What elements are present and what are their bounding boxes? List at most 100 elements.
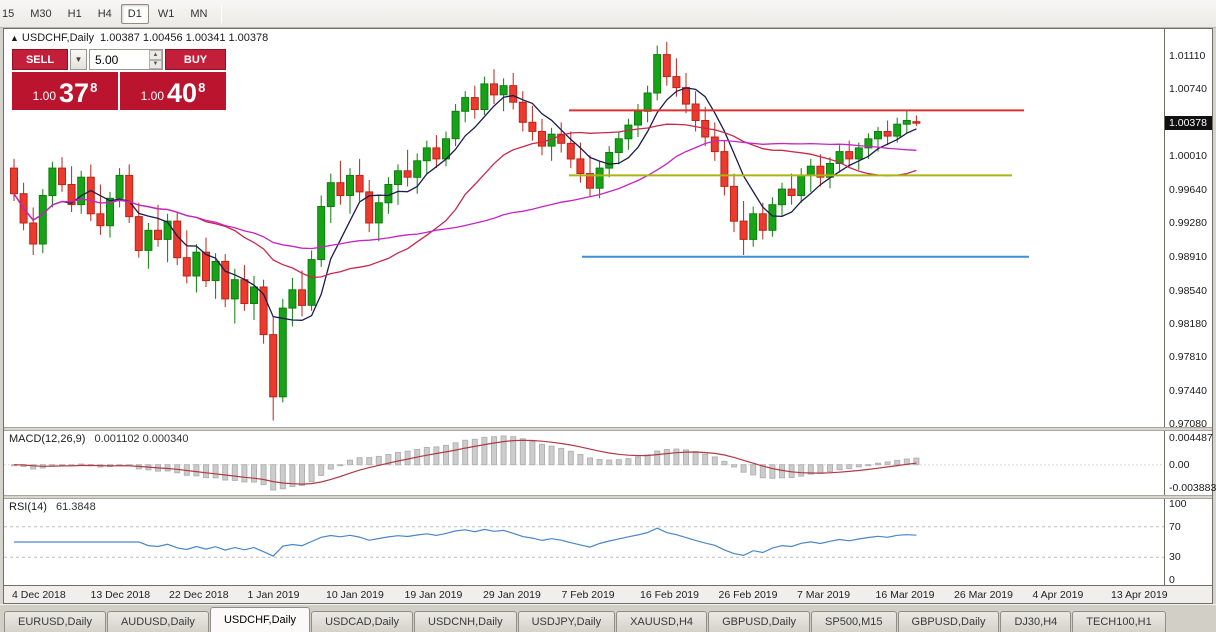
- candle: [86, 176, 95, 215]
- candle: [221, 260, 230, 300]
- macd-chart[interactable]: [4, 431, 1164, 495]
- macd-scale-label: -0.003883: [1169, 482, 1216, 494]
- rsi-scale-label: 70: [1169, 520, 1181, 533]
- candle: [106, 197, 114, 227]
- chart-symbol-label: USDCHF,Daily: [21, 32, 95, 44]
- chart-tab[interactable]: EURUSD,Daily: [4, 611, 106, 632]
- macd-bar: [548, 445, 555, 466]
- rsi-scale[interactable]: 100 70 30 0: [1165, 498, 1212, 586]
- macd-bar: [337, 464, 344, 467]
- date-label: 19 Jan 2019: [404, 589, 463, 601]
- macd-bar: [836, 464, 843, 471]
- volume-input[interactable]: [90, 50, 144, 69]
- macd-bar: [347, 459, 353, 466]
- timeframe-toolbar: 15 M30 H1 H4 D1 W1 MN: [0, 0, 1216, 28]
- candle: [144, 229, 153, 251]
- macd-bar: [510, 436, 517, 466]
- candle: [490, 83, 498, 96]
- price-scale-label: 1.00740: [1169, 83, 1207, 96]
- candle: [691, 103, 700, 121]
- candle: [586, 173, 594, 189]
- chart-tab[interactable]: USDCNH,Daily: [414, 611, 517, 632]
- macd-bar: [433, 446, 440, 466]
- macd-bar: [807, 464, 814, 475]
- chart-tab[interactable]: DJ30,H4: [1000, 611, 1072, 632]
- pane-splitter[interactable]: [4, 495, 1212, 499]
- macd-bar: [596, 459, 603, 466]
- candle: [384, 184, 393, 204]
- volume-dropdown-icon[interactable]: ▼: [70, 49, 87, 70]
- chart-tab[interactable]: XAUUSD,H4: [616, 611, 708, 632]
- macd-bar: [452, 442, 459, 466]
- bid-price-button[interactable]: 1.00 37 8: [12, 72, 118, 110]
- period-button-h4[interactable]: H4: [97, 7, 112, 20]
- rsi-chart[interactable]: [4, 499, 1164, 585]
- macd-scale-label: 0.004487: [1169, 432, 1213, 444]
- time-axis[interactable]: 4 Dec 2018 13 Dec 2018 22 Dec 2018 1 Jan 20…: [4, 585, 1212, 603]
- price-scale-label: 0.98540: [1169, 284, 1207, 297]
- candle: [710, 136, 719, 153]
- date-label: 16 Mar 2019: [875, 589, 935, 601]
- chart-tab[interactable]: USDCAD,Daily: [311, 611, 414, 632]
- macd-bar: [539, 443, 545, 466]
- sell-button[interactable]: SELL: [12, 49, 68, 70]
- macd-bar: [193, 464, 200, 477]
- chart-tab[interactable]: USDCHF,Daily: [209, 607, 311, 632]
- macd-bar: [519, 438, 526, 466]
- candle: [346, 174, 354, 196]
- chart-tab[interactable]: TECH100,H1: [1072, 611, 1166, 632]
- period-button-mn[interactable]: MN: [190, 7, 208, 20]
- price-scale-label: 0.99280: [1169, 216, 1207, 229]
- chart-ohlc-values: 1.00387 1.00456 1.00341 1.00378: [100, 32, 269, 44]
- rsi-scale-label: 0: [1169, 574, 1175, 586]
- date-label: 7 Mar 2019: [797, 589, 851, 601]
- macd-bar: [471, 438, 478, 466]
- macd-bar: [625, 458, 632, 466]
- ma-line-6: [13, 87, 917, 321]
- candle: [653, 54, 662, 94]
- macd-bar: [491, 436, 497, 466]
- period-button-d1[interactable]: D1: [120, 3, 149, 24]
- ask-price-button[interactable]: 1.00 40 8: [120, 72, 226, 110]
- macd-bar: [529, 440, 536, 466]
- buy-button[interactable]: BUY: [165, 49, 226, 70]
- candle: [461, 97, 470, 112]
- price-scale[interactable]: 1.00378 1.011101.007401.003701.000100.99…: [1165, 29, 1216, 586]
- main-price-scale[interactable]: 1.00378 1.011101.007401.003701.000100.99…: [1165, 29, 1212, 430]
- spin-up-icon[interactable]: ▲: [149, 50, 162, 60]
- chart-tab[interactable]: SP500,M15: [811, 611, 897, 632]
- candle: [163, 220, 172, 240]
- price-scale-label: 1.00010: [1169, 150, 1207, 163]
- ask-pip-digit: 8: [198, 80, 206, 95]
- macd-bar: [769, 464, 776, 479]
- macd-bar: [702, 453, 709, 466]
- collapse-arrow-icon[interactable]: ▲: [10, 33, 19, 43]
- macd-bar: [865, 464, 872, 467]
- candle: [374, 202, 383, 224]
- period-button-15[interactable]: 15: [2, 7, 15, 20]
- candle: [595, 167, 604, 189]
- candle: [154, 229, 162, 240]
- period-button-m30[interactable]: M30: [30, 7, 52, 20]
- pane-splitter[interactable]: [4, 427, 1212, 431]
- candle: [250, 286, 258, 304]
- candle: [730, 185, 738, 222]
- candle: [240, 279, 249, 304]
- candle: [624, 124, 633, 140]
- rsi-scale-label: 30: [1169, 551, 1181, 564]
- macd-bar: [500, 435, 507, 466]
- candlestick-chart[interactable]: [4, 29, 1164, 427]
- macd-bar: [731, 464, 737, 468]
- chart-tab[interactable]: AUDUSD,Daily: [106, 611, 209, 632]
- period-button-h1[interactable]: H1: [67, 7, 82, 20]
- macd-scale[interactable]: 0.004487 0.00 -0.003883: [1165, 431, 1216, 495]
- candle: [336, 182, 345, 196]
- scale-divider: [1164, 29, 1165, 585]
- macd-bar: [615, 459, 622, 466]
- chart-tab[interactable]: USDJPY,Daily: [517, 611, 616, 632]
- chart-tab[interactable]: GBPUSD,Daily: [897, 611, 1000, 632]
- period-button-w1[interactable]: W1: [157, 7, 175, 20]
- spin-down-icon[interactable]: ▼: [149, 59, 162, 69]
- chart-tab[interactable]: GBPUSD,Daily: [708, 611, 811, 632]
